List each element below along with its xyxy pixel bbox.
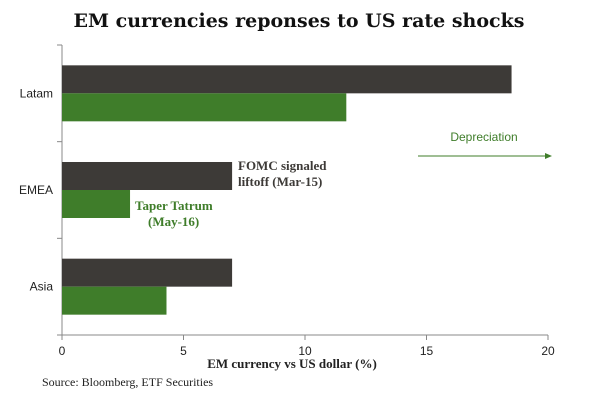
x-tick-label: 0	[59, 344, 66, 358]
category-label: Asia	[30, 280, 54, 294]
category-labels: Latam EMEA Asia	[19, 86, 53, 293]
source-note: Source: Bloomberg, ETF Securities	[42, 375, 213, 389]
bar-latam-series-1	[62, 65, 512, 94]
bar-emea-series-1	[62, 162, 233, 190]
annotation-taper-line1: Taper Tatrum	[135, 198, 213, 213]
bars	[62, 65, 512, 315]
bar-latam-series-2	[62, 93, 347, 122]
x-tick-label: 15	[420, 344, 434, 358]
category-label: EMEA	[19, 183, 53, 197]
chart-title: EM currencies reponses to US rate shocks	[74, 10, 525, 32]
bar-asia-series-1	[62, 258, 233, 287]
annotation-fomc-line2: liftoff (Mar-15)	[238, 174, 322, 189]
x-axis-title: EM currency vs US dollar (%)	[207, 356, 377, 371]
x-ticks: 0 5 10 15 20	[59, 335, 555, 358]
bar-asia-series-2	[62, 286, 167, 315]
x-tick-label: 10	[298, 344, 312, 358]
x-tick-label: 5	[180, 344, 187, 358]
depreciation-arrowhead	[545, 153, 552, 159]
category-label: Latam	[20, 86, 53, 100]
annotation-fomc-line1: FOMC signaled	[238, 158, 327, 173]
x-tick-label: 20	[541, 344, 555, 358]
depreciation-label: Depreciation	[450, 130, 517, 144]
annotation-taper-line2: (May-16)	[148, 214, 199, 229]
bar-emea-series-2	[62, 190, 131, 218]
